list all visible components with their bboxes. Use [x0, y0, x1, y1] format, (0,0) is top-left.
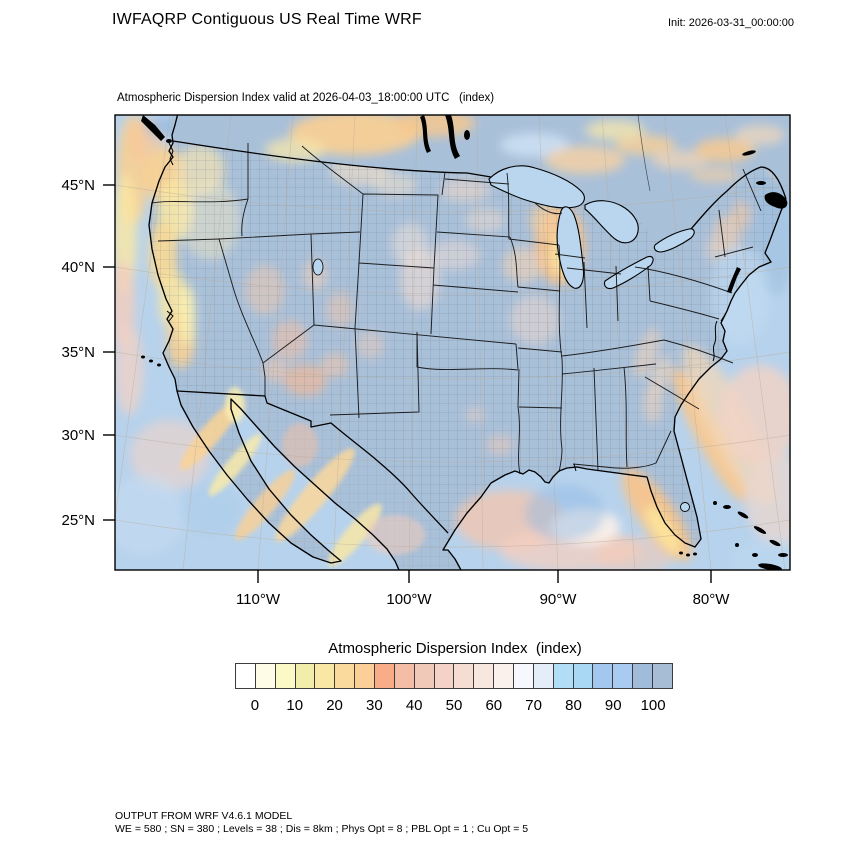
legend-cell: [652, 663, 673, 689]
lake-winnipeg: [420, 115, 431, 153]
x-tick-label: 100°W: [386, 591, 432, 607]
y-tick-label: 45°N: [61, 177, 95, 194]
legend-cell: [592, 663, 614, 689]
legend-cell: [513, 663, 534, 689]
legend-cell: [235, 663, 256, 689]
model-config-line: WE = 580 ; SN = 380 ; Levels = 38 ; Dis …: [115, 823, 529, 835]
valid-time-subtitle: Atmospheric Dispersion Index valid at 20…: [117, 92, 495, 104]
legend-tick-label: 30: [366, 697, 383, 714]
y-tick-label: 40°N: [61, 259, 95, 276]
legend-cell: [374, 663, 395, 689]
international-borders: [172, 115, 787, 534]
legend-cell: [314, 663, 336, 689]
puget-sound: [168, 142, 174, 166]
x-tick-label: 80°W: [693, 591, 731, 607]
canada-field-blobs: [265, 115, 785, 183]
lake-michigan: [556, 206, 585, 289]
y-tick-label: 30°N: [61, 427, 95, 444]
legend-tick-label: 10: [286, 697, 304, 714]
legend-cell: [532, 663, 554, 689]
lake-huron: [584, 200, 639, 244]
page-title: IWFAQRP Contiguous US Real Time WRF: [112, 11, 422, 28]
model-metadata: OUTPUT FROM WRF V4.6.1 MODEL WE = 580 ; …: [115, 810, 528, 836]
legend-cell: [274, 663, 296, 689]
legend-cell: [493, 663, 515, 689]
nova-scotia: [764, 192, 788, 209]
san-francisco-bay: [166, 310, 174, 322]
cuba: [758, 563, 782, 570]
us-canada-border: [172, 140, 492, 178]
legend-cell: [433, 663, 455, 689]
legend-cell: [473, 663, 495, 689]
legend-cell: [552, 663, 574, 689]
legend-colorbar: [235, 663, 673, 689]
legend-tick-label: 50: [445, 697, 463, 714]
coastlines: [148, 115, 787, 570]
great-salt-lake: [312, 258, 324, 276]
legend-title: Atmospheric Dispersion Index (index): [328, 640, 582, 657]
long-island: [727, 267, 741, 293]
conus-adi-map: 45°N 40°N 35°N 30°N 25°N 110°W 100°W 90°…: [61, 114, 791, 608]
legend-tick-label: 20: [326, 697, 343, 714]
legend-cell: [413, 663, 435, 689]
legend-cell: [632, 663, 654, 689]
legend-cell: [294, 663, 316, 689]
florida-keys: [679, 551, 683, 555]
x-tick-label: 110°W: [236, 591, 281, 607]
y-tick-label: 35°N: [61, 344, 95, 361]
legend-tick-label: 100: [640, 697, 666, 714]
islands: [141, 115, 788, 570]
bay-squiggles: [166, 142, 727, 472]
y-tick-label: 25°N: [61, 512, 95, 529]
prince-edward-island: [756, 181, 766, 185]
legend-cell: [254, 663, 276, 689]
lake-okeechobee: [680, 502, 690, 512]
us-mexico-border: [176, 390, 449, 534]
legend-tick-label: 70: [525, 697, 542, 714]
model-version-line: OUTPUT FROM WRF V4.6.1 MODEL: [115, 810, 293, 822]
legend-tick-label: 60: [485, 697, 503, 714]
legend-tick-label: 80: [565, 697, 582, 714]
bahamas: [723, 505, 731, 509]
legend-cell: [334, 663, 356, 689]
x-tick-label: 90°W: [540, 591, 578, 607]
ontario-quebec-border: [637, 115, 651, 192]
state-boundaries: [151, 143, 762, 475]
legend-tick-label: 0: [250, 697, 260, 714]
legend-cell: [572, 663, 594, 689]
axis-ticks: [103, 184, 712, 583]
legend-cell: [393, 663, 415, 689]
legend-tick-label: 90: [604, 697, 622, 714]
legend-tick-labels: 0 10 20 30 40 50 60 70 80 90 100: [235, 697, 673, 717]
delaware-bay: [720, 312, 727, 322]
map-panel: 45°N 40°N 35°N 30°N 25°N 110°W 100°W 90°…: [40, 107, 810, 608]
axis-labels: 45°N 40°N 35°N 30°N 25°N 110°W 100°W 90°…: [61, 177, 731, 608]
anticosti-island: [742, 150, 756, 156]
vancouver-island: [141, 115, 165, 141]
chesapeake-bay: [712, 320, 718, 362]
legend-cell: [612, 663, 634, 689]
legend-cell: [453, 663, 475, 689]
legend-tick-label: 40: [405, 697, 423, 714]
map-frame: [114, 114, 791, 571]
legend-cell: [354, 663, 376, 689]
lake-ontario: [653, 228, 695, 253]
lake-superior: [488, 165, 585, 209]
st-lawrence-maine-border: [690, 166, 787, 230]
init-timestamp: Init: 2026-03-31_00:00:00: [668, 17, 794, 29]
mobile-bay: [573, 463, 577, 472]
channel-islands: [149, 359, 153, 363]
